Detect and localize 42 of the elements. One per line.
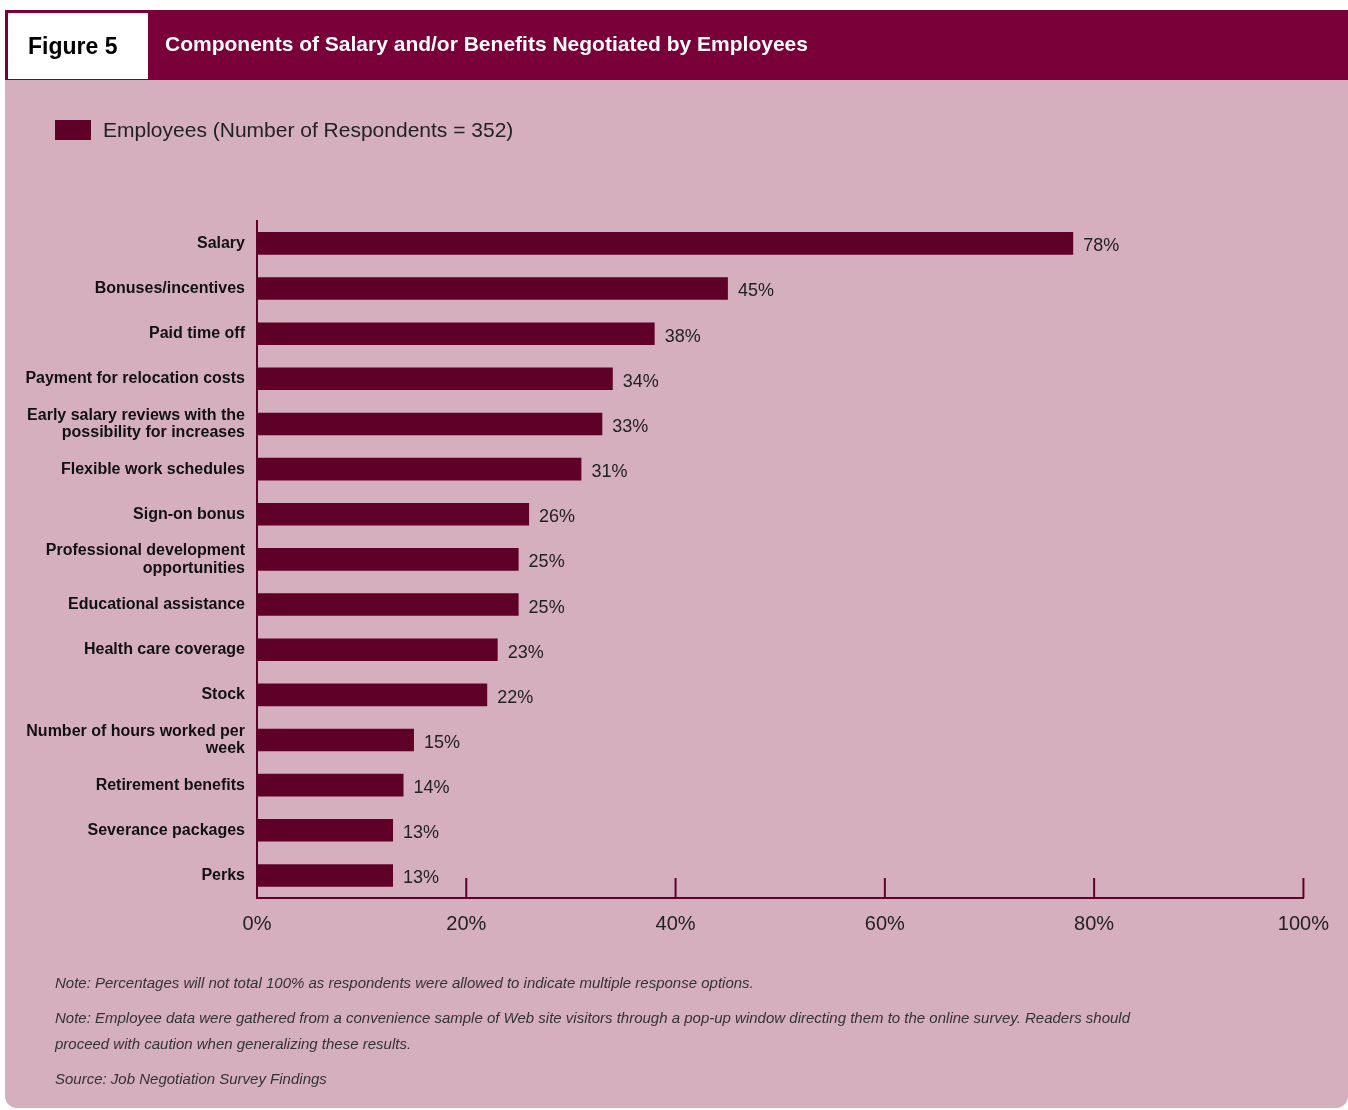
y-tick-label: Payment for relocation costs	[25, 369, 246, 387]
data-label: 22%	[497, 686, 534, 707]
y-tick-label: Professional development opportunities	[45, 541, 246, 576]
y-tick-label: Salary	[196, 233, 246, 251]
y-tick-label: Educational assistance	[68, 594, 246, 612]
chart-title: Components of Salary and/or Benefits Negotiated by Employees	[165, 31, 808, 57]
y-tick-label: Number of hours worked per week	[26, 721, 246, 757]
data-label: 31%	[591, 461, 628, 482]
x-tick-label: 100%	[1277, 911, 1330, 934]
x-tick-label: 60%	[864, 911, 906, 934]
y-tick-label: Health care coverage	[84, 640, 246, 658]
y-tick-label: Retirement benefits	[95, 775, 246, 793]
data-label: 13%	[403, 867, 440, 888]
data-label: 38%	[664, 325, 701, 346]
x-tick-label: 80%	[1074, 911, 1115, 934]
x-tick-label: 0%	[242, 911, 272, 934]
data-label: 45%	[737, 280, 774, 301]
data-label: 26%	[539, 506, 576, 527]
text: Note: Percentages will not total 100% as respondents were allowed to indicate multiple response options.	[55, 973, 755, 993]
y-tick-label: Sign-on bonus	[133, 504, 246, 522]
data-label: 25%	[528, 596, 565, 617]
data-label: 34%	[622, 370, 659, 391]
y-tick-label: Stock	[201, 685, 246, 703]
data-label: 25%	[528, 551, 565, 572]
data-label: 78%	[1083, 235, 1120, 256]
y-tick-label: Bonuses/incentives	[94, 278, 246, 296]
caption: Figure 5	[8, 13, 148, 79]
data-label: 13%	[403, 822, 440, 843]
legend-label: Employees (Number of Respondents = 352)	[103, 118, 514, 142]
y-tick-label: Flexible work schedules	[60, 459, 246, 477]
y-tick-label: Perks	[201, 865, 246, 883]
y-tick-label: Early salary reviews with the possibility for increases	[27, 405, 246, 441]
text: Note: Employee data were gathered from a convenience sample of Web site visitors through a pop-up window directing them to the online survey. Readers should proceed with caution when generalizing these results.	[55, 1008, 1132, 1054]
data-label: 33%	[612, 415, 649, 436]
y-tick-label: Severance packages	[87, 820, 246, 838]
source-note: Source: Job Negotiation Survey Findings	[55, 1069, 328, 1089]
y-tick-label: Paid time off	[148, 324, 246, 342]
x-tick-label: 20%	[446, 911, 487, 934]
data-label: 23%	[507, 641, 544, 662]
data-label: 15%	[423, 731, 460, 752]
data-label: 14%	[413, 777, 450, 798]
x-tick-label: 40%	[655, 911, 696, 934]
